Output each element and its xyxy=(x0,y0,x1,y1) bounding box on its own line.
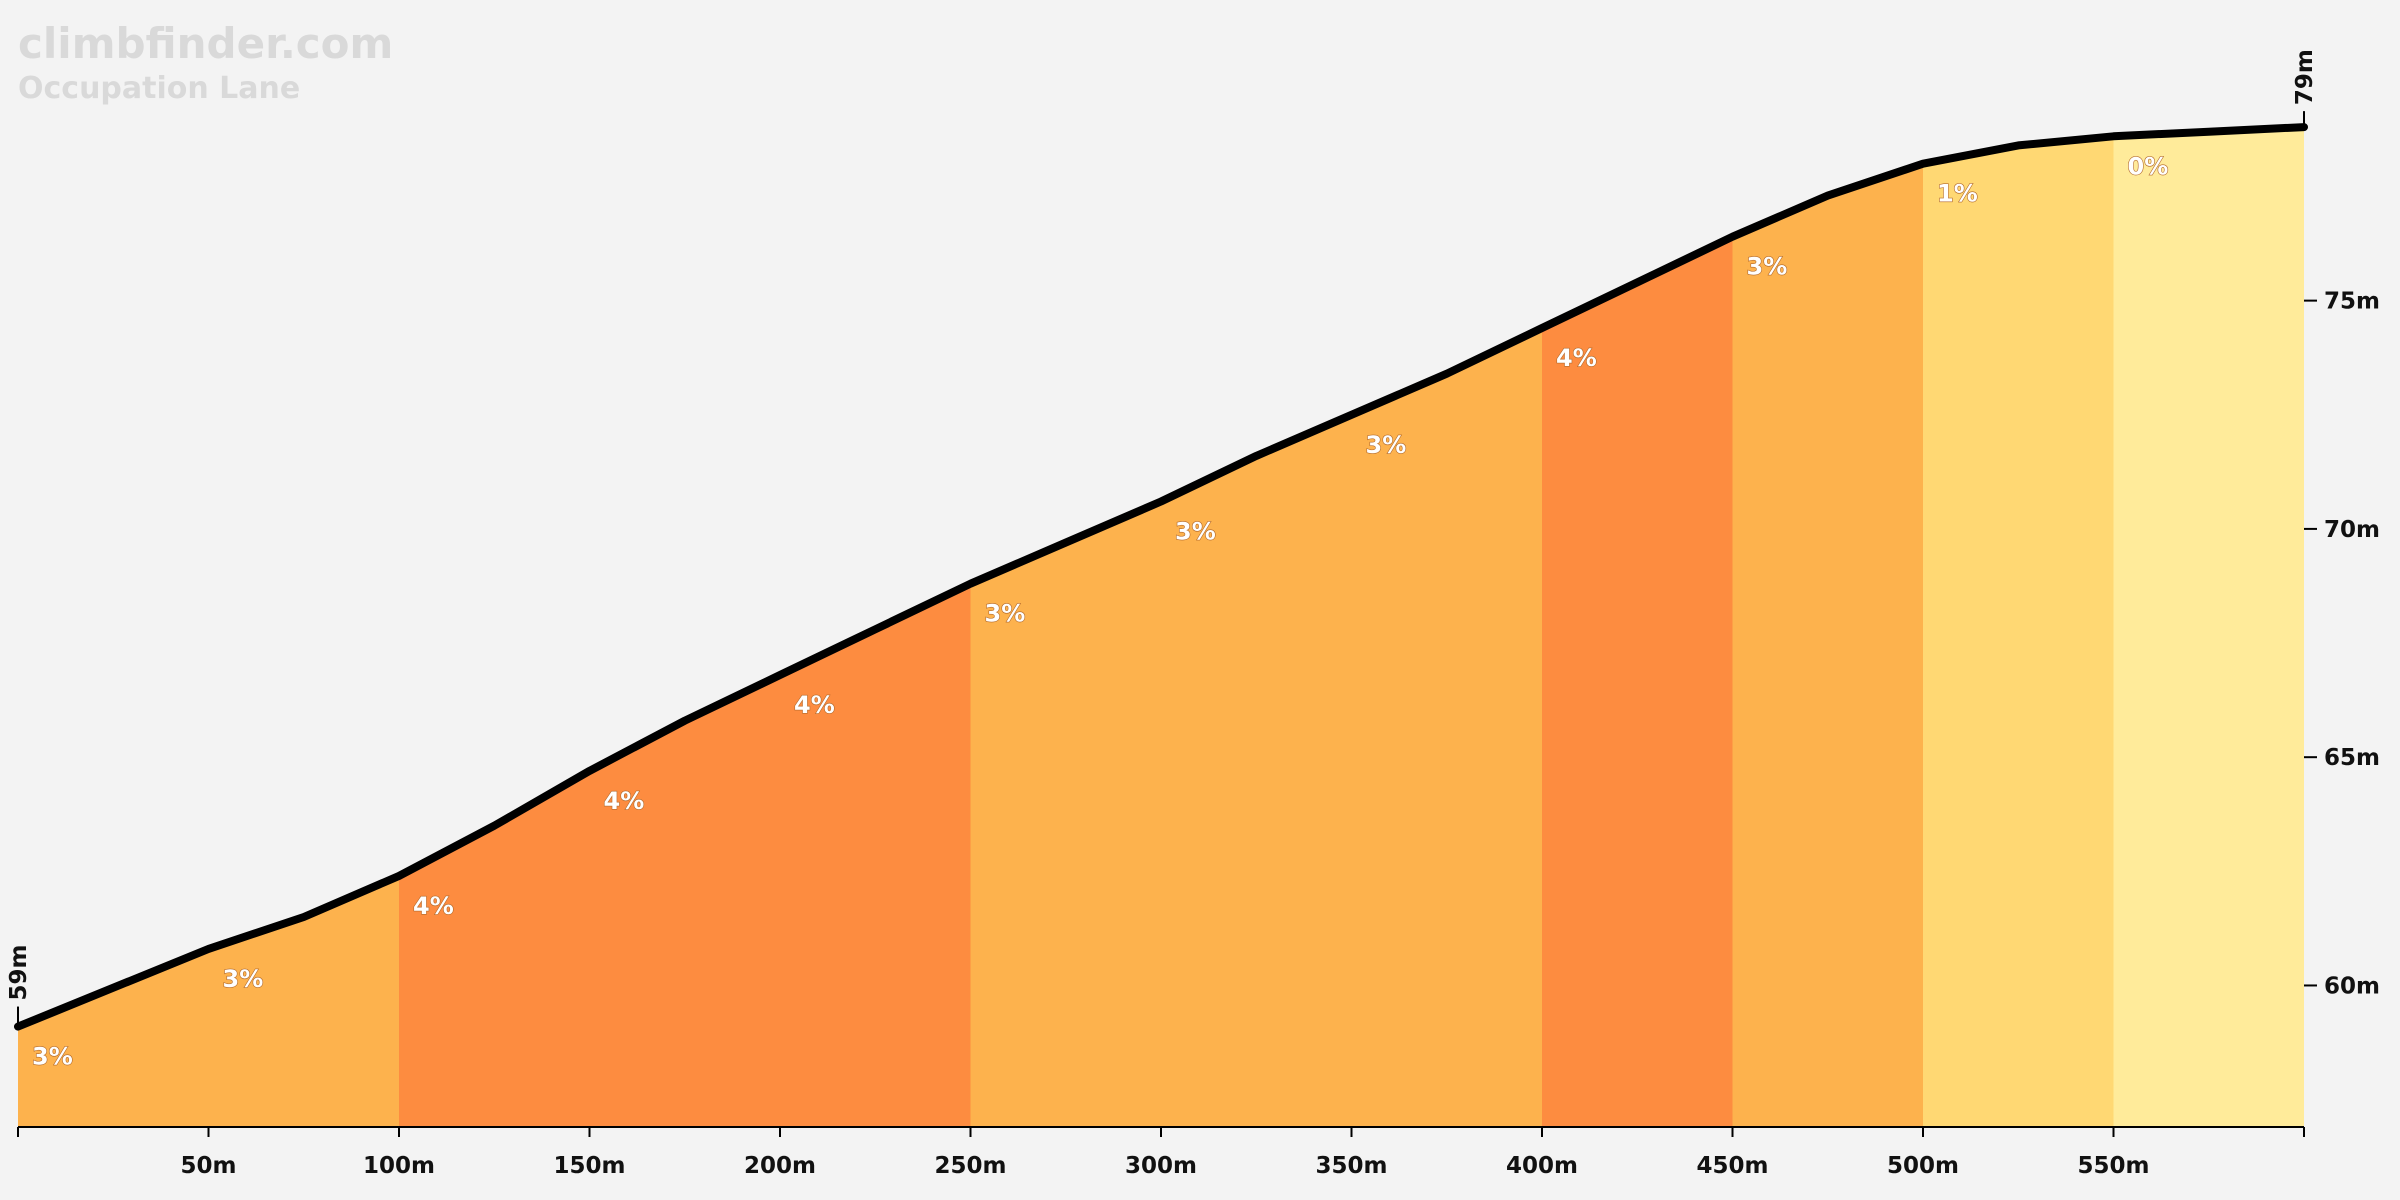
grade-label-7: 3% xyxy=(1175,518,1216,546)
profile-line xyxy=(14,123,2308,1031)
grade-segment-2 xyxy=(208,875,399,1127)
grade-label-5: 4% xyxy=(794,691,835,719)
axes: 50m 100m 150m 200m 250m 300m 350m 400m 450m 500m 5… xyxy=(6,49,2380,1179)
x-tick-label-350: 350m xyxy=(1316,1153,1388,1179)
x-tick-label-150: 150m xyxy=(554,1153,626,1179)
grade-label-1: 3% xyxy=(32,1043,73,1071)
grade-segment-3 xyxy=(399,770,590,1127)
x-tick-label-300: 300m xyxy=(1125,1153,1197,1179)
profile-line-layer xyxy=(14,123,2308,1031)
grade-label-8: 3% xyxy=(1366,431,1407,459)
grade-label-9: 4% xyxy=(1556,344,1597,372)
watermark: climbfinder.com Occupation Lane xyxy=(18,19,393,106)
end-elevation-label: 79m xyxy=(2292,49,2318,105)
grade-label-2: 3% xyxy=(223,965,264,993)
x-tick-label-50: 50m xyxy=(181,1153,237,1179)
x-tick-label-250: 250m xyxy=(935,1153,1007,1179)
grade-segment-10 xyxy=(1732,163,1923,1127)
watermark-climb-name: Occupation Lane xyxy=(18,71,300,106)
y-tick-label-60: 60m xyxy=(2324,974,2380,1000)
x-tick-label-500: 500m xyxy=(1887,1153,1959,1179)
grade-label-11: 1% xyxy=(1937,180,1978,208)
grade-label-4: 4% xyxy=(604,787,645,815)
grade-segment-8 xyxy=(1351,328,1542,1127)
grade-label-6: 3% xyxy=(985,600,1026,628)
x-tick-label-450: 450m xyxy=(1697,1153,1769,1179)
grade-labels: 3% 3% 4% 4% 4% 3% 3% 3% 4% 3% 1% 0% xyxy=(31,152,2169,1071)
grade-segment-6 xyxy=(970,501,1161,1127)
grade-label-10: 3% xyxy=(1747,253,1788,281)
start-elevation-label: 59m xyxy=(6,945,32,1001)
x-tick-label-100: 100m xyxy=(363,1153,435,1179)
grade-segments xyxy=(18,127,2304,1128)
grade-segment-7 xyxy=(1161,414,1352,1127)
grade-segment-5 xyxy=(780,583,971,1127)
grade-label-3: 4% xyxy=(413,892,454,920)
grade-segment-1 xyxy=(18,948,209,1127)
x-tick-label-200: 200m xyxy=(744,1153,816,1179)
y-tick-label-70: 70m xyxy=(2324,517,2380,543)
grade-segment-11 xyxy=(1923,136,2114,1128)
watermark-brand: climbfinder.com xyxy=(18,19,393,68)
y-tick-label-65: 65m xyxy=(2324,745,2380,771)
grade-segment-9 xyxy=(1542,236,1733,1127)
x-tick-label-400: 400m xyxy=(1506,1153,1578,1179)
y-tick-label-75: 75m xyxy=(2324,289,2380,315)
grade-label-12: 0% xyxy=(2128,152,2169,180)
grade-segment-4 xyxy=(589,675,780,1127)
grade-segment-12 xyxy=(2113,127,2304,1128)
x-tick-label-550: 550m xyxy=(2078,1153,2150,1179)
